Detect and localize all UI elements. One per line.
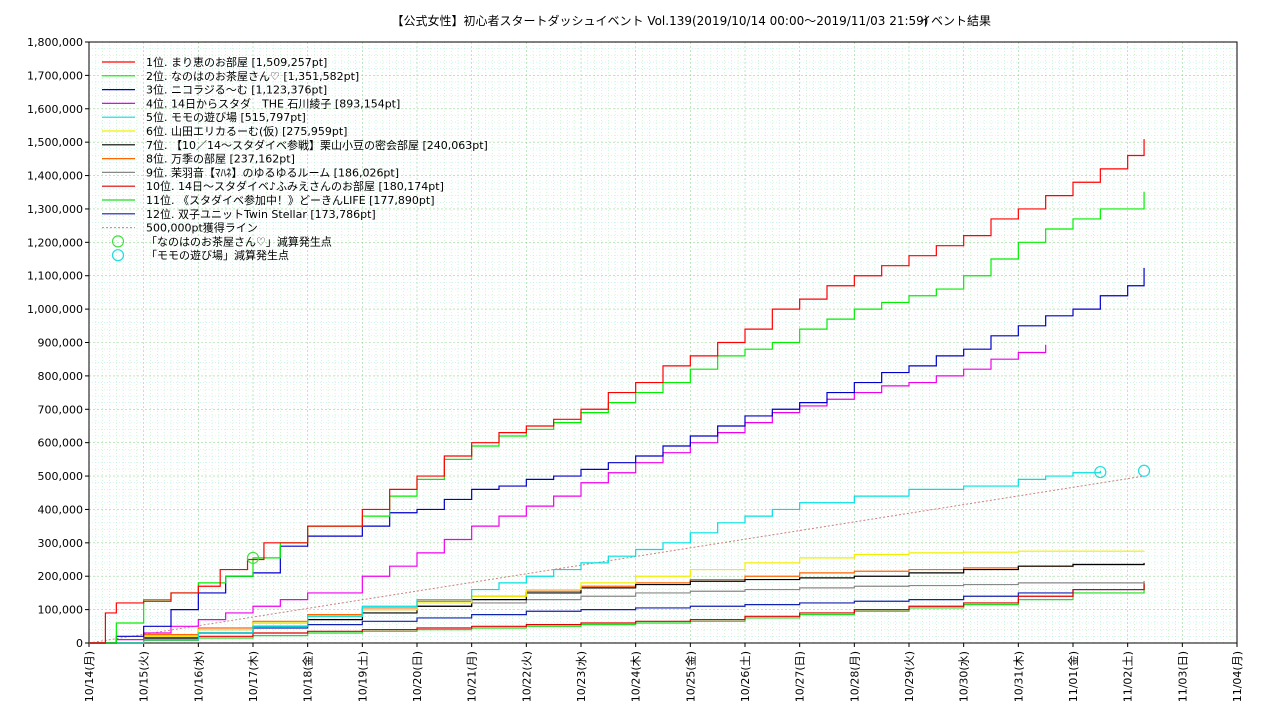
- legend-label: 2位. なのはのお茶屋さん♡ [1,351,582pt]: [146, 69, 359, 83]
- chart-title: 【公式女性】初心者スタートダッシュイベント Vol.139(2019/10/14…: [392, 13, 929, 28]
- legend-label: 7位. 【10／14～スタダイベ参戦】栗山小豆の密会部屋 [240,063pt]: [146, 138, 488, 152]
- y-tick-label: 200,000: [38, 570, 84, 583]
- chart-subtitle: イベント結果: [919, 14, 991, 28]
- x-tick-label: 10/16(水): [192, 651, 205, 702]
- x-tick-label: 10/22(火): [520, 651, 533, 702]
- series-line: [89, 267, 1145, 644]
- markers-group: [246, 464, 1151, 564]
- y-tick-label: 1,200,000: [27, 236, 83, 249]
- x-tick-label: 10/21(月): [466, 651, 479, 702]
- legend-label: 4位. 14日からスタダ THE 石川綾子 [893,154pt]: [146, 96, 400, 110]
- series-line: [89, 344, 1047, 644]
- series-line: [89, 191, 1145, 644]
- y-tick-label: 600,000: [38, 437, 84, 450]
- y-tick-label: 0: [76, 637, 83, 650]
- x-tick-label: 10/30(水): [958, 651, 971, 702]
- y-tick-label: 500,000: [38, 470, 84, 483]
- x-tick-label: 10/15(火): [138, 651, 151, 702]
- legend-label: 「なのはのお茶屋さん♡」減算発生点: [146, 234, 332, 248]
- legend-label: 9位. 茉羽音【ﾏﾊﾈ】のゆるゆるルーム [186,026pt]: [146, 165, 399, 179]
- x-tick-label: 11/01(金): [1066, 651, 1080, 702]
- x-tick-label: 11/04(月): [1231, 651, 1244, 702]
- y-tick-label: 900,000: [38, 337, 84, 350]
- x-tick-label: 10/28(月): [848, 651, 861, 702]
- marker-point: [1137, 464, 1151, 477]
- x-tick-label: 10/29(火): [903, 651, 916, 702]
- x-tick-label: 10/18(金): [301, 651, 315, 702]
- legend-label: 1位. まり恵のお部屋 [1,509,257pt]: [146, 55, 327, 69]
- x-tick-label: 10/26(土): [739, 651, 752, 702]
- marker-point: [246, 551, 260, 564]
- y-tick-label: 1,300,000: [27, 203, 83, 216]
- legend-swatch: [111, 235, 125, 248]
- y-tick-label: 800,000: [38, 370, 84, 383]
- x-tick-label: 10/25(金): [683, 651, 697, 702]
- legend-swatch: [111, 249, 125, 262]
- series-group: [89, 139, 1145, 644]
- legend-label: 3位. ニコラジる～む [1,123,376pt]: [146, 83, 327, 97]
- y-tick-label: 700,000: [38, 403, 84, 416]
- legend-label: 10位. 14日～スタダイベ♪ふみえさんのお部屋 [180,174pt]: [146, 179, 444, 193]
- x-tick-label: 10/24(木): [630, 651, 643, 702]
- y-tick-label: 1,600,000: [27, 103, 83, 116]
- y-tick-label: 400,000: [38, 503, 84, 516]
- legend-label: 6位. 山田エリカるーむ(仮) [275,959pt]: [146, 124, 347, 138]
- y-tick-label: 1,500,000: [27, 136, 83, 149]
- y-tick-label: 1,800,000: [27, 36, 83, 49]
- y-tick-label: 1,700,000: [27, 69, 83, 82]
- series-line: [89, 580, 1145, 644]
- x-tick-label: 10/19(土): [356, 651, 369, 702]
- y-tick-label: 300,000: [38, 537, 84, 550]
- y-tick-label: 1,000,000: [27, 303, 83, 316]
- x-tick-label: 10/23(水): [575, 651, 588, 702]
- axes: 0 100,000 200,000 300,000 400,000 500,000 600,…: [27, 36, 1244, 702]
- x-tick-label: 10/27(日): [794, 651, 807, 702]
- legend-label: 12位. 双子ユニットTwin Stellar [173,786pt]: [146, 207, 376, 221]
- x-tick-label: 10/31(木): [1012, 651, 1025, 702]
- x-tick-label: 10/20(日): [411, 651, 424, 702]
- series-line: [89, 139, 1145, 644]
- x-tick-label: 11/03(日): [1176, 651, 1189, 702]
- x-tick-label: 10/14(月): [83, 651, 96, 702]
- legend: 1位. まり恵のお部屋 [1,509,257pt]2位. なのはのお茶屋さん♡ …: [102, 55, 488, 262]
- x-tick-label: 11/02(土): [1122, 651, 1135, 702]
- series-line: [89, 584, 1145, 644]
- legend-label: 500,000pt獲得ライン: [146, 222, 258, 235]
- series-line: [89, 550, 1145, 644]
- series-line: [89, 470, 1101, 644]
- series-line: [89, 582, 1145, 644]
- y-tick-label: 1,400,000: [27, 170, 83, 183]
- y-tick-label: 100,000: [38, 604, 84, 617]
- legend-label: 8位. 万季の部屋 [237,162pt]: [146, 152, 295, 166]
- legend-label: 「モモの遊び場」減算発生点: [146, 248, 289, 262]
- legend-label: 5位. モモの遊び場 [515,797pt]: [146, 110, 306, 124]
- plot-frame: [88, 41, 1238, 644]
- x-tick-label: 10/17(木): [247, 651, 260, 702]
- legend-label: 11位. 《スタダイベ参加中！》どーきんLIFE [177,890pt]: [146, 193, 435, 207]
- marker-point: [1094, 465, 1107, 479]
- y-tick-label: 1,100,000: [27, 270, 83, 283]
